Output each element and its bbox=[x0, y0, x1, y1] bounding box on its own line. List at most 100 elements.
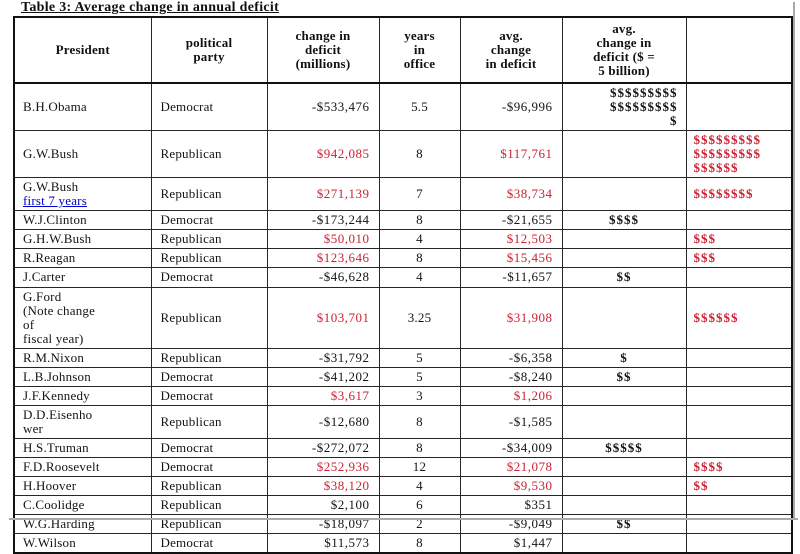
party-cell: Democrat bbox=[150, 437, 268, 458]
dollar-extra-cell: $$$ bbox=[685, 248, 793, 269]
change-in-deficit-cell: $252,936 bbox=[266, 456, 380, 477]
president-name: W.Wilson bbox=[23, 534, 76, 550]
president-cell: J.Carter bbox=[13, 267, 152, 288]
party-cell: Democrat bbox=[150, 456, 268, 477]
party-cell: Republican bbox=[150, 286, 268, 349]
avg-change-cell: $15,456 bbox=[459, 248, 563, 269]
president-name: R.M.Nixon bbox=[23, 349, 85, 365]
change-in-deficit-cell: $3,617 bbox=[266, 385, 380, 406]
years-in-office-cell: 4 bbox=[378, 267, 461, 288]
party-cell: Republican bbox=[150, 494, 268, 515]
president-name: G.W.Bush bbox=[23, 179, 79, 195]
col-header-years-in-office: years in office bbox=[378, 16, 461, 85]
years-in-office-cell: 7 bbox=[378, 177, 461, 212]
dollar-extra-cell: $$$ bbox=[685, 229, 793, 250]
president-name: H.S.Truman bbox=[23, 439, 89, 455]
avg-change-cell: $1,206 bbox=[459, 385, 563, 406]
party-cell: Democrat bbox=[150, 267, 268, 288]
party-cell: Republican bbox=[150, 248, 268, 269]
president-cell: R.M.Nixon bbox=[13, 347, 152, 368]
dollar-extra-cell bbox=[685, 267, 793, 288]
avg-change-cell: -$96,996 bbox=[459, 82, 563, 132]
president-link[interactable]: first 7 years bbox=[23, 193, 87, 209]
change-in-deficit-cell: $271,139 bbox=[266, 177, 380, 212]
table-row: G.Ford (Note change of fiscal year) Repub… bbox=[13, 286, 793, 349]
years-in-office-cell: 3.25 bbox=[378, 286, 461, 349]
table-row: R.M.Nixon Republican -$31,792 5 -$6,358 $ bbox=[13, 347, 793, 368]
party-cell: Democrat bbox=[150, 366, 268, 387]
dollar-extra-cell bbox=[685, 385, 793, 406]
dollar-scale-cell: $$$$ bbox=[561, 210, 687, 231]
dollar-scale-cell: $$ bbox=[561, 267, 687, 288]
avg-change-cell: $38,734 bbox=[459, 177, 563, 212]
change-in-deficit-cell: -$31,792 bbox=[266, 347, 380, 368]
change-in-deficit-cell: $11,573 bbox=[266, 532, 380, 554]
table-row: H.Hoover Republican $38,120 4 $9,530 $$ bbox=[13, 475, 793, 496]
dollar-scale-cell bbox=[561, 494, 687, 515]
change-in-deficit-cell: -$41,202 bbox=[266, 366, 380, 387]
president-cell: H.Hoover bbox=[13, 475, 152, 496]
president-cell: D.D.Eisenho wer bbox=[13, 404, 152, 439]
avg-change-cell: $21,078 bbox=[459, 456, 563, 477]
table-row: W.J.Clinton Democrat -$173,244 8 -$21,655 $$$… bbox=[13, 210, 793, 231]
president-cell: G.H.W.Bush bbox=[13, 229, 152, 250]
president-name: G.W.Bush bbox=[23, 146, 79, 162]
avg-change-cell: $1,447 bbox=[459, 532, 563, 554]
avg-change-cell: -$6,358 bbox=[459, 347, 563, 368]
party-cell: Republican bbox=[150, 475, 268, 496]
change-in-deficit-cell: -$12,680 bbox=[266, 404, 380, 439]
president-cell: G.W.Bush bbox=[13, 130, 152, 179]
avg-change-cell: $12,503 bbox=[459, 229, 563, 250]
page-title: Table 3: Average change in annual defici… bbox=[21, 0, 280, 15]
dollar-scale-cell bbox=[561, 404, 687, 439]
president-cell: G.W.Bush first 7 years bbox=[13, 177, 152, 212]
table-row: L.B.Johnson Democrat -$41,202 5 -$8,240 $$ bbox=[13, 366, 793, 387]
dollar-scale-cell bbox=[561, 286, 687, 349]
avg-change-cell: -$34,009 bbox=[459, 437, 563, 458]
dollar-scale-cell bbox=[561, 248, 687, 269]
president-cell: B.H.Obama bbox=[13, 82, 152, 132]
years-in-office-cell: 3 bbox=[378, 385, 461, 406]
table-row: B.H.Obama Democrat -$533,476 5.5 -$96,996 $$$… bbox=[13, 82, 793, 132]
years-in-office-cell: 8 bbox=[378, 210, 461, 231]
years-in-office-cell: 5 bbox=[378, 366, 461, 387]
image-frame-shadow-bottom bbox=[9, 518, 798, 520]
president-cell: G.Ford (Note change of fiscal year) bbox=[13, 286, 152, 349]
table-body: B.H.Obama Democrat -$533,476 5.5 -$96,996 $$$… bbox=[13, 82, 793, 554]
president-name: D.D.Eisenho wer bbox=[23, 406, 93, 436]
image-frame-shadow-right bbox=[793, 2, 795, 520]
col-header-blank bbox=[685, 16, 793, 85]
change-in-deficit-cell: -$533,476 bbox=[266, 82, 380, 132]
change-in-deficit-cell: -$272,072 bbox=[266, 437, 380, 458]
dollar-extra-cell bbox=[685, 366, 793, 387]
party-cell: Republican bbox=[150, 229, 268, 250]
dollar-scale-cell bbox=[561, 475, 687, 496]
president-name: H.Hoover bbox=[23, 477, 77, 493]
table-row: D.D.Eisenho wer Republican -$12,680 8 -$1,58… bbox=[13, 404, 793, 439]
years-in-office-cell: 8 bbox=[378, 437, 461, 458]
avg-change-cell: -$21,655 bbox=[459, 210, 563, 231]
avg-change-cell: $9,530 bbox=[459, 475, 563, 496]
avg-change-cell: -$8,240 bbox=[459, 366, 563, 387]
avg-change-cell: $351 bbox=[459, 494, 563, 515]
table-row: C.Coolidge Republican $2,100 6 $351 bbox=[13, 494, 793, 515]
president-name: F.D.Roosevelt bbox=[23, 458, 100, 474]
table-row: F.D.Roosevelt Democrat $252,936 12 $21,078 $$… bbox=[13, 456, 793, 477]
col-header-change-in-deficit: change in deficit (millions) bbox=[266, 16, 380, 85]
president-cell: L.B.Johnson bbox=[13, 366, 152, 387]
dollar-extra-cell: $$$$$$$$$ $$$$$$$$$ $$$$$$ bbox=[685, 130, 793, 179]
president-cell: R.Reagan bbox=[13, 248, 152, 269]
dollar-extra-cell bbox=[685, 210, 793, 231]
years-in-office-cell: 8 bbox=[378, 404, 461, 439]
dollar-scale-cell bbox=[561, 130, 687, 179]
president-cell: F.D.Roosevelt bbox=[13, 456, 152, 477]
president-name: B.H.Obama bbox=[23, 99, 87, 115]
years-in-office-cell: 6 bbox=[378, 494, 461, 515]
dollar-scale-cell bbox=[561, 229, 687, 250]
years-in-office-cell: 4 bbox=[378, 475, 461, 496]
dollar-extra-cell: $$ bbox=[685, 475, 793, 496]
col-header-avg-change-scaled: avg. change in deficit ($ = 5 billion) bbox=[561, 16, 687, 85]
party-cell: Democrat bbox=[150, 532, 268, 554]
table-row: J.Carter Democrat -$46,628 4 -$11,657 $$ bbox=[13, 267, 793, 288]
years-in-office-cell: 5.5 bbox=[378, 82, 461, 132]
